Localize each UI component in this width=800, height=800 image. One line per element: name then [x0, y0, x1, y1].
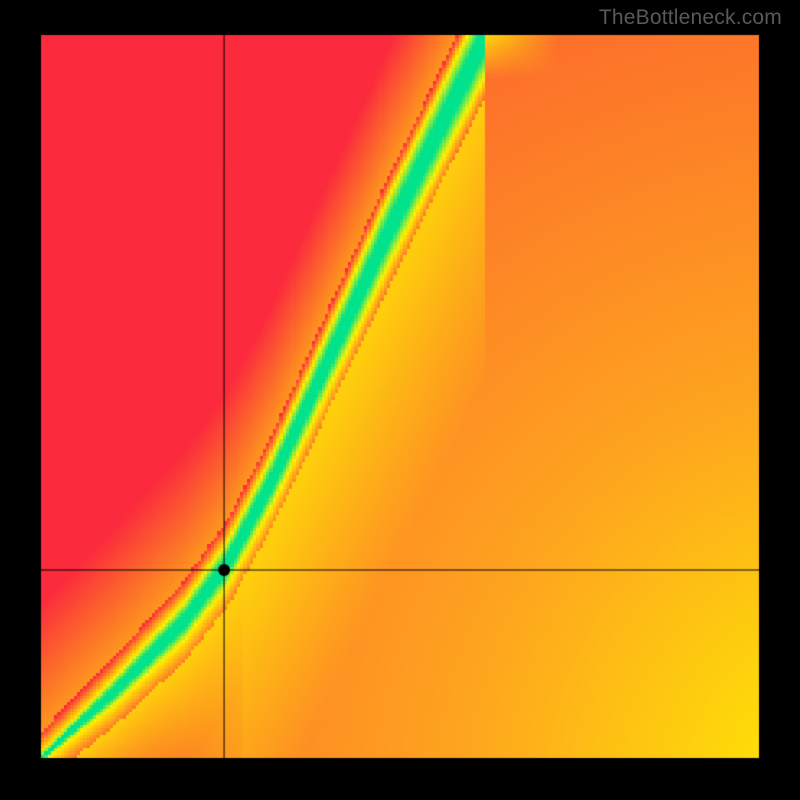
attribution-label: TheBottleneck.com	[599, 6, 782, 30]
chart-container: TheBottleneck.com	[0, 0, 800, 800]
heatmap-canvas	[0, 0, 800, 800]
